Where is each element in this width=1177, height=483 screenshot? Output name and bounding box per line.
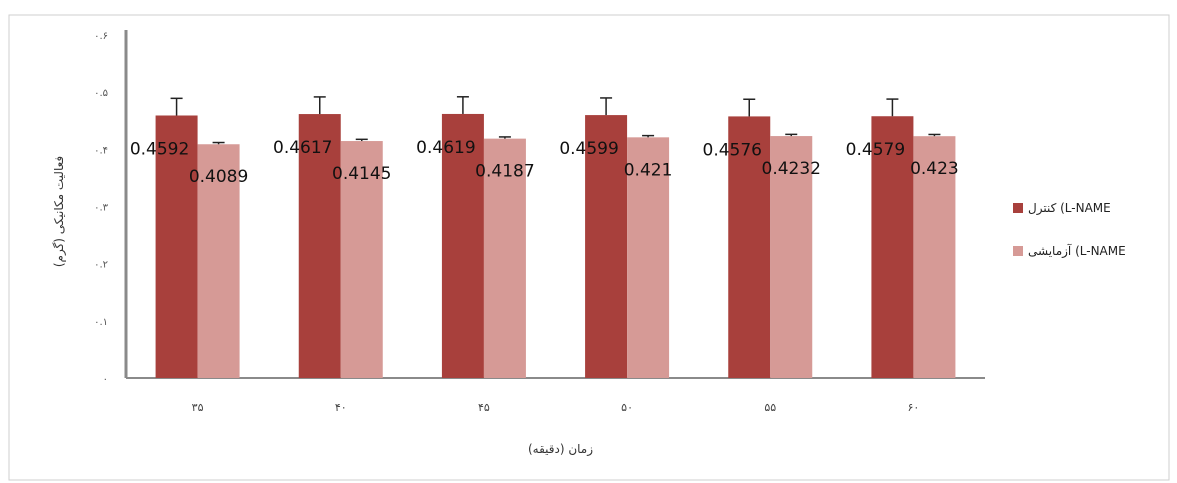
legend-label: آزمایشی (L-NAME — [1028, 243, 1126, 259]
data-label: 0.423 — [910, 159, 959, 179]
x-tick-label: ۴۵ — [478, 401, 490, 414]
bar-control — [728, 116, 771, 378]
x-tick-label: ۴۰ — [335, 401, 347, 414]
y-tick-label: ۰.۲ — [94, 260, 108, 271]
bar-control — [871, 116, 914, 379]
data-label: 0.4089 — [189, 167, 248, 187]
y-axis-label: فعالیت مکانیکی (گرم) — [52, 156, 67, 267]
x-tick-label: ۵۰ — [621, 401, 633, 414]
y-tick-label: ۰.۵ — [94, 88, 108, 99]
bar-experimental — [340, 141, 383, 378]
data-label: 0.4187 — [475, 162, 534, 182]
legend: کنترل (L-NAME آزمایشی (L-NAME — [1013, 201, 1126, 259]
legend-swatch — [1013, 203, 1023, 213]
y-tick-label: ۰.۱ — [94, 317, 108, 328]
x-tick-label: ۶۰ — [908, 401, 920, 414]
y-tick-label: ۰.۶ — [94, 31, 108, 42]
y-tick-label: ۰.۳ — [94, 203, 109, 214]
bar-experimental — [627, 137, 670, 378]
data-label: 0.4617 — [273, 138, 332, 158]
bar-control — [585, 115, 628, 378]
data-label: 0.4619 — [416, 138, 475, 158]
bar-experimental — [483, 138, 526, 378]
data-label: 0.4592 — [130, 139, 189, 159]
data-label: 0.4599 — [559, 139, 618, 159]
bar-control — [155, 115, 198, 379]
data-label: 0.4579 — [846, 140, 905, 160]
bar-experimental — [770, 136, 813, 378]
bar-experimental — [197, 144, 240, 378]
plot-area: ۰۰.۱۰.۲۰.۳۰.۴۰.۵۰.۶0.45920.4089۳۵0.46170… — [94, 30, 985, 414]
data-label: 0.4576 — [703, 140, 762, 160]
x-tick-label: ۵۵ — [764, 401, 776, 414]
x-axis-label: زمان (دقیقه) — [528, 442, 593, 457]
bar-experimental — [913, 136, 956, 378]
data-label: 0.4232 — [762, 159, 821, 179]
y-tick-label: ۰ — [103, 374, 108, 385]
legend-swatch — [1013, 246, 1023, 256]
bar-control — [441, 113, 484, 378]
legend-label: کنترل (L-NAME — [1028, 201, 1111, 216]
data-label: 0.4145 — [332, 164, 391, 184]
bar-control — [298, 114, 341, 379]
x-tick-label: ۳۵ — [192, 401, 204, 414]
data-label: 0.421 — [624, 160, 673, 180]
y-tick-label: ۰.۴ — [94, 145, 108, 156]
